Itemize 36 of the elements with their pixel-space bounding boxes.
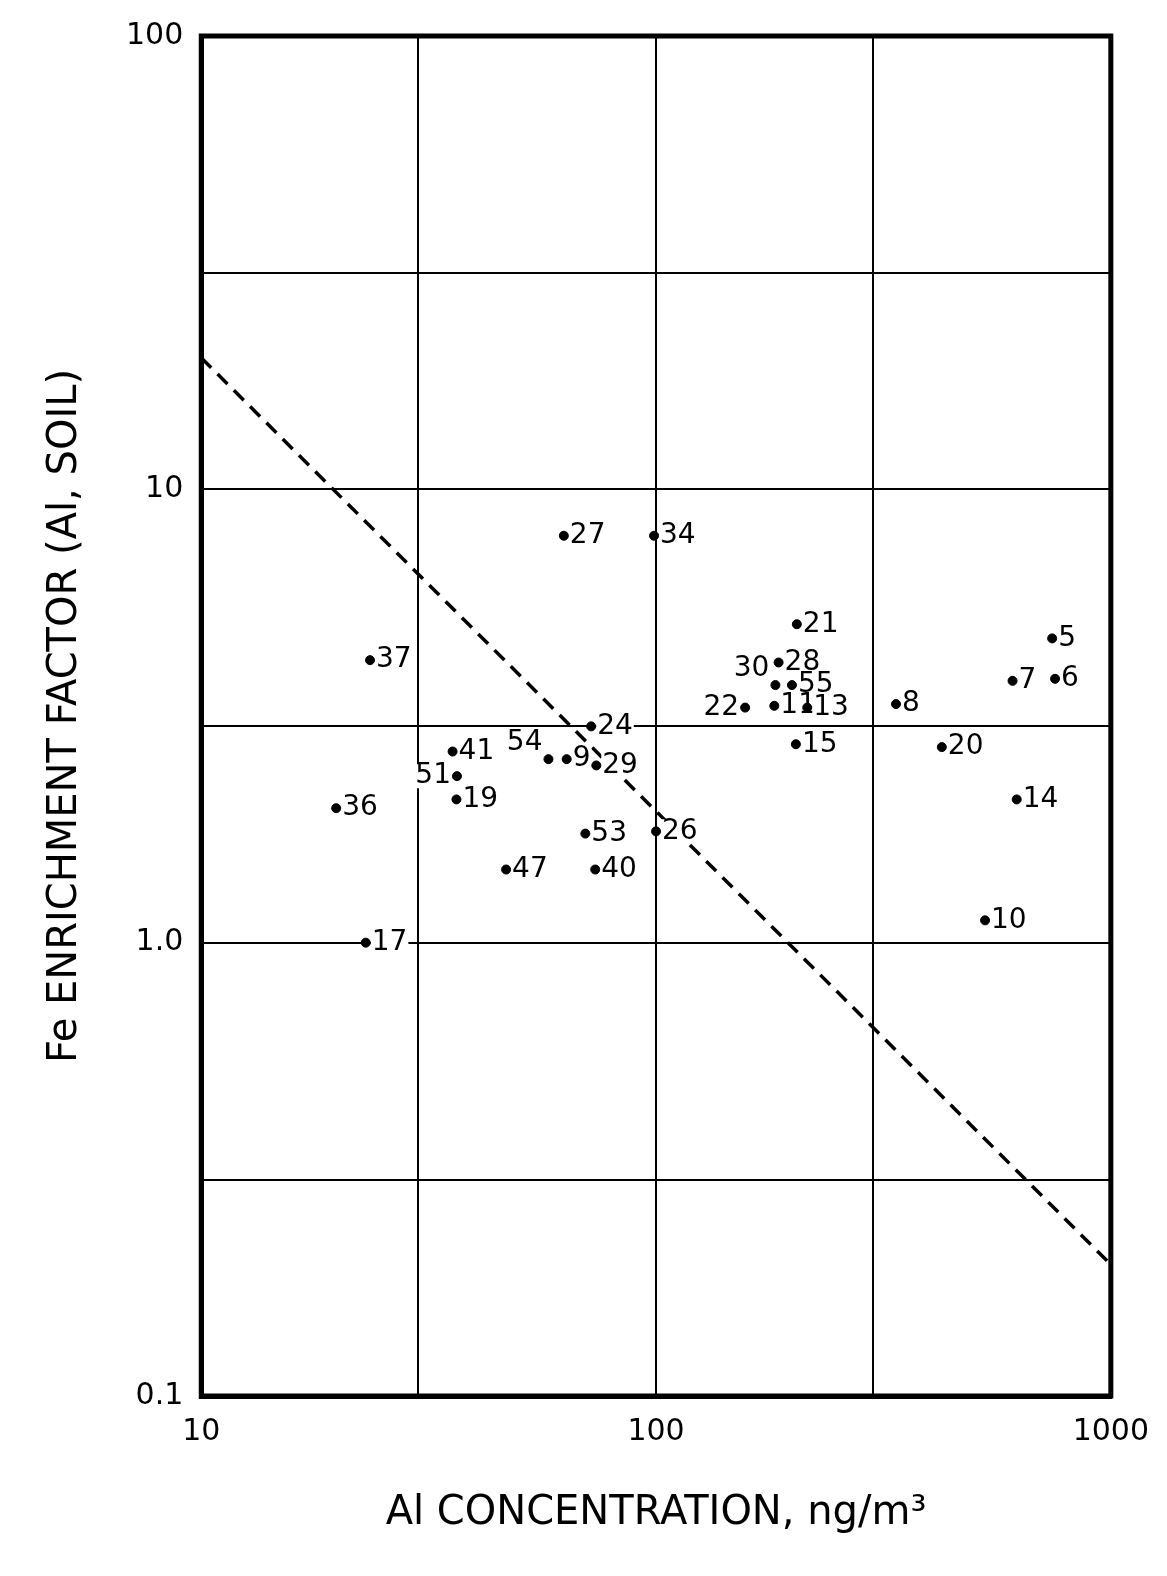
annotation: 20 [947,728,984,762]
annotation: 21 [802,605,839,639]
annotation: 19 [462,780,499,814]
annotation: 41 [458,732,495,766]
annotation: 27 [569,517,606,551]
y-tick-label: 1.0 [135,922,184,958]
annotation: 37 [376,641,412,675]
annotation: 22 [703,688,740,722]
x-axis-title: Al CONCENTRATION, ng/m³ [385,1487,927,1534]
annotation: 14 [1022,780,1059,814]
annotation: 30 [733,650,770,684]
y-tick-label: 10 [145,469,184,505]
annotation: 9 [572,740,591,774]
annotation: 10 [991,901,1027,935]
annotation: 40 [601,850,637,884]
annotation: 24 [597,707,633,741]
annotation: 36 [342,789,378,823]
x-tick-label: 100 [627,1411,685,1447]
annotation: 17 [371,923,408,957]
x-tick-label: 10 [182,1411,221,1447]
annotation: 34 [660,517,696,551]
annotation: 8 [902,685,920,719]
annotation: 7 [1018,662,1037,696]
annotation: 26 [662,812,698,846]
y-tick-label: 0.1 [135,1375,184,1411]
annotation: 5 [1058,619,1076,653]
annotation: 47 [512,850,548,884]
annotation: 15 [801,725,838,759]
y-tick-label: 100 [126,15,184,51]
annotation: 51 [415,757,451,791]
annotation: 29 [602,746,638,780]
annotation: 6 [1061,660,1079,694]
x-tick-label: 1000 [1072,1411,1150,1447]
y-axis-title: Fe ENRICHMENT FACTOR (Al, SOIL) [39,368,86,1064]
annotation: 54 [506,724,543,758]
annotation: 53 [591,814,627,848]
